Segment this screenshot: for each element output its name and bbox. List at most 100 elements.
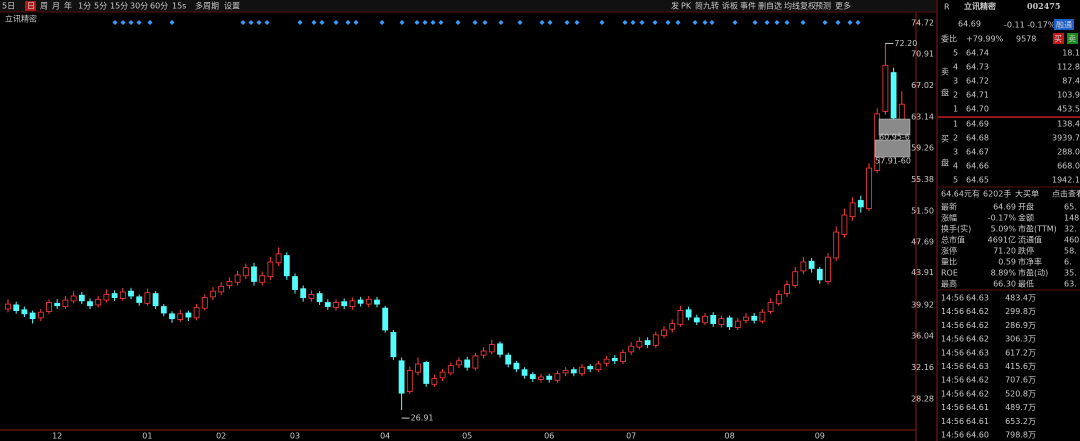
book-level: 3	[953, 77, 958, 86]
trade-time: 14:56	[941, 376, 964, 385]
trade-time: 14:56	[941, 431, 964, 440]
book-level: 3	[953, 148, 958, 157]
trade-time: 14:56	[941, 403, 964, 412]
toolbar-item[interactable]: 复权	[800, 1, 816, 11]
buy-button[interactable]	[1053, 33, 1064, 44]
toolbar-item[interactable]: 发	[671, 1, 679, 11]
stat-value: 32.	[1064, 225, 1077, 234]
trade-price: 64.63	[966, 294, 989, 303]
big-order[interactable]: 点击查看	[1052, 189, 1080, 199]
candle-body	[382, 307, 389, 331]
signal-marker	[147, 20, 153, 25]
y-tick-label: 74.72	[911, 19, 934, 28]
candle-body	[546, 375, 553, 380]
toolbar-item[interactable]: PK	[681, 2, 692, 11]
signal-marker	[256, 20, 262, 25]
toolbar-item[interactable]: 5日	[2, 2, 15, 11]
stat-label: 涨幅	[941, 213, 957, 223]
candle-body	[218, 285, 225, 293]
toolbar-item[interactable]: 年	[64, 1, 72, 11]
book-price: 64.68	[966, 134, 989, 143]
stat-label: 最高	[941, 279, 957, 289]
book-price: 64.66	[966, 162, 989, 171]
stat-value: 148.8	[1064, 214, 1080, 223]
trade-time: 14:56	[941, 335, 964, 344]
x-tick-label: 08	[725, 432, 735, 441]
toolbar-item[interactable]: 多周期	[195, 1, 219, 11]
signal-marker	[547, 20, 553, 25]
stat-label: 流通值	[1018, 235, 1042, 245]
ratio-label: 委比	[941, 34, 957, 44]
toolbar-item[interactable]: 均线	[784, 1, 800, 11]
y-tick-label: 36.04	[911, 332, 934, 341]
candle-body	[29, 312, 36, 320]
signal-marker	[835, 20, 841, 25]
candle-body	[78, 294, 85, 302]
toolbar-item[interactable]: 诉板	[722, 1, 738, 11]
toolbar-item[interactable]: 日	[27, 2, 35, 11]
y-tick-label: 32.16	[911, 363, 934, 372]
trade-time: 14:56	[941, 417, 964, 426]
x-tick-label: 01	[142, 432, 152, 441]
toolbar-item[interactable]: 事件	[740, 1, 756, 11]
trade-price: 64.61	[966, 417, 989, 426]
signal-marker	[675, 20, 681, 25]
toolbar-item[interactable]: 1分	[78, 2, 91, 11]
candle-body	[5, 303, 11, 310]
candle-body	[87, 301, 93, 307]
book-level: 4	[953, 162, 958, 171]
trade-volume: 707.6万	[1005, 376, 1036, 385]
signal-marker	[112, 20, 118, 25]
candle-body	[37, 311, 44, 319]
toolbar-item[interactable]: 九转	[703, 1, 719, 11]
sell-button-label[interactable]: 卖	[1068, 35, 1076, 44]
sell-button[interactable]	[1067, 33, 1078, 44]
toolbar-item[interactable]: 删自选	[758, 1, 782, 11]
stat-label: 换手(实)	[941, 224, 971, 234]
stat-label: 市盈(动)	[1018, 268, 1048, 278]
stat-label: 市盈(TTM)	[1018, 224, 1057, 234]
candle-body	[611, 357, 618, 362]
toolbar-item[interactable]: 60分	[150, 2, 168, 11]
y-tick-label: 28.28	[911, 394, 934, 403]
toolbar-item[interactable]: 15s	[172, 2, 186, 11]
candle-body	[759, 311, 766, 322]
x-tick-label: 02	[216, 432, 226, 441]
toolbar-item[interactable]: 周	[40, 2, 48, 11]
candle-body	[160, 306, 167, 314]
toolbar-item[interactable]: 15分	[110, 2, 128, 11]
candle-body	[644, 340, 651, 345]
candle-body	[95, 298, 102, 306]
stat-label: 最新	[941, 202, 957, 212]
candle-body	[833, 231, 840, 259]
stat-value: 0.59	[998, 258, 1016, 267]
signal-marker	[652, 20, 658, 25]
side-label: 盘	[941, 158, 949, 168]
candle-body	[103, 293, 110, 301]
candle-body	[275, 253, 282, 264]
toolbar-item[interactable]: 月	[52, 2, 60, 11]
candle-body	[128, 290, 134, 297]
toolbar-item[interactable]: 30分	[130, 2, 148, 11]
candle-body	[447, 365, 454, 374]
signal-marker	[120, 20, 126, 25]
book-volume: 3939.7	[1052, 134, 1080, 143]
candle-body	[119, 291, 126, 299]
candle-body	[349, 300, 356, 307]
side-label: 卖	[941, 68, 949, 77]
toolbar-item[interactable]: 预测	[815, 1, 831, 11]
trade-price: 64.62	[966, 376, 989, 385]
candle-body	[595, 363, 602, 371]
signal-marker	[169, 20, 175, 25]
toolbar-item[interactable]: 简	[695, 1, 703, 11]
toolbar-item[interactable]: 更多	[835, 1, 851, 11]
buy-button-label[interactable]: 买	[1054, 35, 1062, 44]
toolbar-item[interactable]: 设置	[224, 1, 240, 11]
book-price: 64.73	[966, 63, 989, 72]
toolbar-item[interactable]: 5分	[94, 2, 107, 11]
candle-body	[579, 366, 585, 375]
signal-marker	[353, 20, 359, 25]
signal-marker	[665, 20, 671, 25]
active-tab	[25, 1, 36, 11]
candle-body	[718, 318, 725, 325]
